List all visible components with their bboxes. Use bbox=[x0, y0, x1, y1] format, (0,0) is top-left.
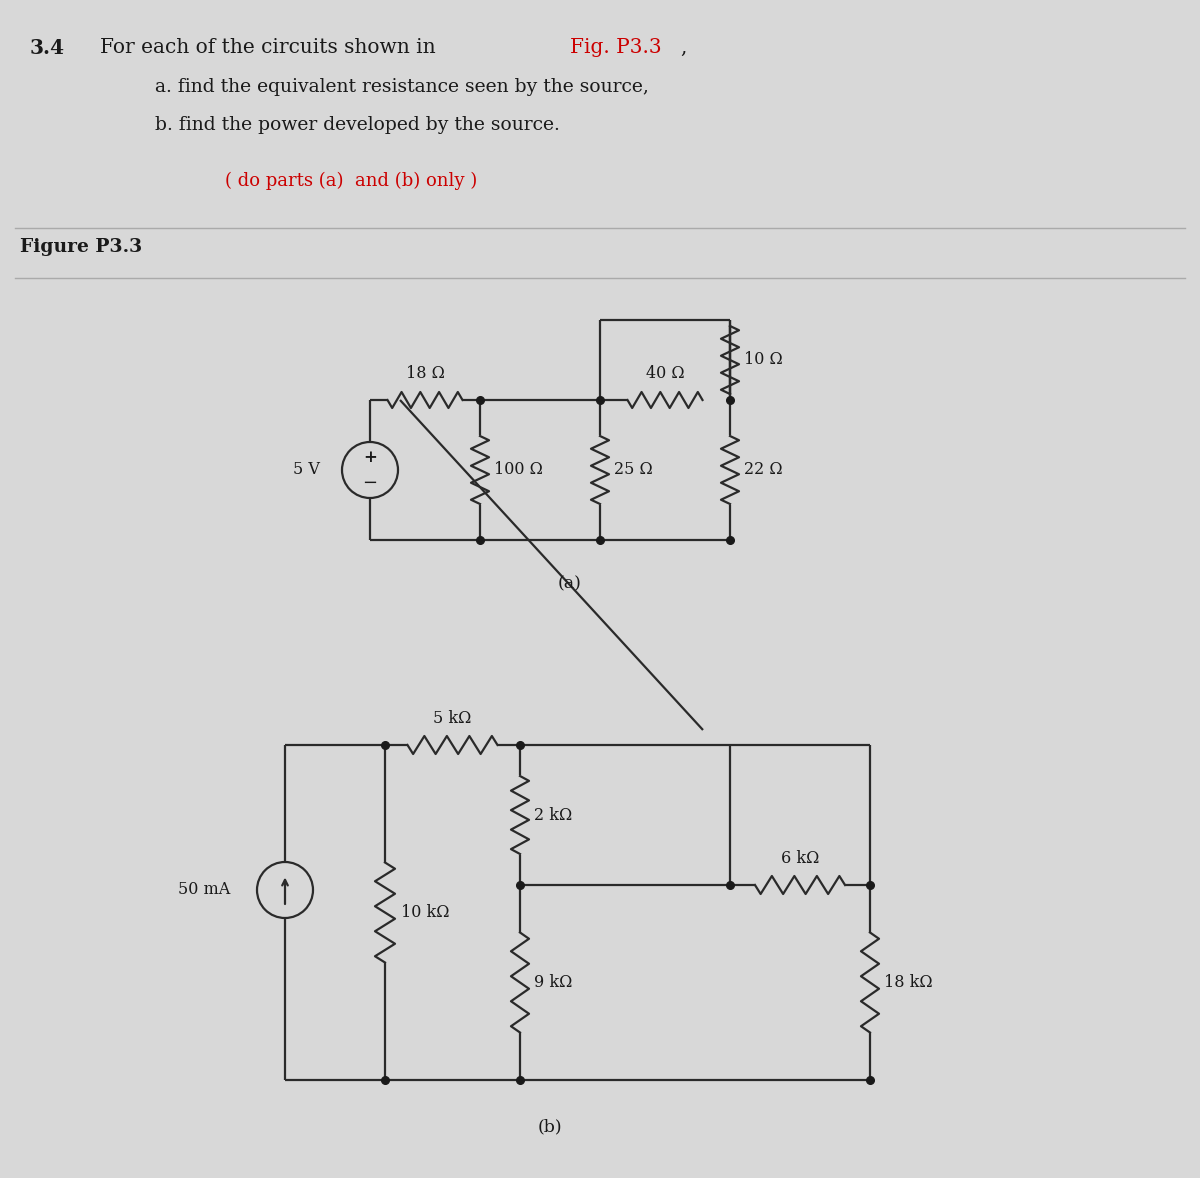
Text: 22 Ω: 22 Ω bbox=[744, 462, 782, 478]
Text: ,: , bbox=[680, 38, 686, 57]
Text: 50 mA: 50 mA bbox=[178, 881, 230, 899]
Text: +: + bbox=[364, 449, 377, 466]
Text: Fig. P3.3: Fig. P3.3 bbox=[570, 38, 661, 57]
Text: 10 Ω: 10 Ω bbox=[744, 351, 782, 369]
Text: ( do parts (a)  and (b) only ): ( do parts (a) and (b) only ) bbox=[226, 172, 478, 191]
Text: 6 kΩ: 6 kΩ bbox=[781, 851, 820, 867]
Text: (b): (b) bbox=[538, 1118, 563, 1134]
Text: 10 kΩ: 10 kΩ bbox=[401, 904, 450, 921]
Text: Figure P3.3: Figure P3.3 bbox=[20, 238, 143, 256]
Text: −: − bbox=[362, 474, 378, 491]
Text: 100 Ω: 100 Ω bbox=[494, 462, 542, 478]
Text: 9 kΩ: 9 kΩ bbox=[534, 974, 572, 991]
Text: b. find the power developed by the source.: b. find the power developed by the sourc… bbox=[155, 115, 560, 134]
Text: 3.4: 3.4 bbox=[30, 38, 65, 58]
Text: For each of the circuits shown in: For each of the circuits shown in bbox=[100, 38, 442, 57]
Text: a. find the equivalent resistance seen by the source,: a. find the equivalent resistance seen b… bbox=[155, 78, 649, 95]
Text: (a): (a) bbox=[558, 575, 582, 593]
Text: 2 kΩ: 2 kΩ bbox=[534, 807, 572, 823]
Text: 40 Ω: 40 Ω bbox=[646, 365, 684, 382]
Text: 5 kΩ: 5 kΩ bbox=[433, 710, 472, 727]
Text: 18 Ω: 18 Ω bbox=[406, 365, 444, 382]
Text: 5 V: 5 V bbox=[293, 462, 320, 478]
Text: 18 kΩ: 18 kΩ bbox=[884, 974, 932, 991]
Text: 25 Ω: 25 Ω bbox=[614, 462, 653, 478]
